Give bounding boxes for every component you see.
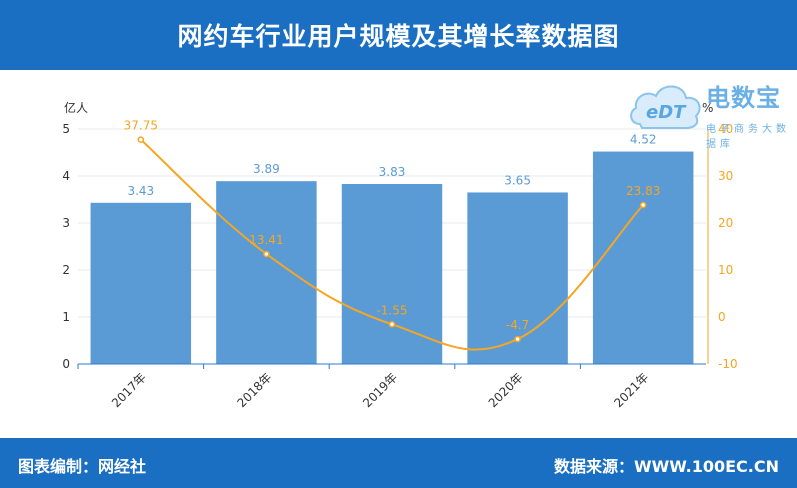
line-value-label: 13.41 — [249, 233, 283, 247]
y-tick-label: 4 — [62, 169, 70, 183]
x-tick-label: 2020年 — [486, 370, 526, 410]
x-tick-label: 2019年 — [360, 370, 400, 410]
bar — [341, 183, 443, 364]
bar — [90, 202, 192, 364]
footer-source: 数据来源：WWW.100EC.CN — [553, 457, 779, 476]
y2-tick-label: 10 — [718, 263, 733, 277]
y2-tick-label: 30 — [718, 169, 733, 183]
logo-name: 电数宝 — [706, 84, 781, 112]
y-tick-label: 1 — [62, 310, 70, 324]
bar-value-label: 3.89 — [253, 162, 280, 176]
x-tick-label: 2021年 — [611, 370, 651, 410]
bar — [467, 192, 568, 364]
combo-chart: 0 1 2 3 4 5 -10 0 10 20 30 40 2017年 2018年 2019年 2020年 20… — [62, 100, 738, 410]
y-axis-label: 亿人 — [64, 100, 88, 115]
chart-title: 网约车行业用户规模及其增长率数据图 — [0, 0, 797, 70]
y2-tick-label: 20 — [718, 216, 733, 230]
y2-axis-label: % — [702, 101, 713, 115]
line-series — [137, 136, 647, 351]
y-tick-label: 3 — [62, 216, 70, 230]
y2-tick-label: 40 — [718, 122, 733, 136]
footer-editor: 图表编制：网经社 — [18, 457, 147, 476]
cloud-logo-icon: eDT — [630, 85, 701, 129]
y2-tick-label: -10 — [718, 357, 738, 371]
line-point — [263, 250, 270, 258]
bar — [592, 151, 694, 364]
x-tick-label: 2018年 — [235, 370, 275, 410]
x-tick-label: 2017年 — [109, 370, 149, 410]
bar-series — [90, 151, 694, 364]
y2-tick-label: 0 — [718, 310, 726, 324]
bar-value-label: 3.65 — [504, 173, 531, 187]
logo-tagline: 电子商务大数据库 — [706, 124, 790, 150]
data-labels: 3.43 3.89 3.83 3.65 4.52 37.75 13.41 -1.55 -4.7 2… — [124, 119, 661, 333]
bar-value-label: 3.83 — [379, 165, 406, 179]
logo-mark-text: eDT — [646, 102, 687, 123]
line-point — [388, 321, 396, 328]
y-tick-label: 0 — [62, 357, 70, 371]
line-point — [514, 335, 521, 343]
bar-value-label: 4.52 — [630, 133, 657, 147]
line-value-label: -1.55 — [376, 303, 407, 317]
line-value-label: 23.83 — [626, 184, 660, 198]
line-point — [639, 201, 647, 209]
line-value-label: -4.7 — [506, 318, 529, 332]
y-tick-label: 5 — [62, 122, 70, 136]
footer: 图表编制：网经社 数据来源：WWW.100EC.CN — [0, 438, 797, 488]
line-value-label: 37.75 — [124, 119, 158, 133]
logo: eDT 电数宝 电子商务大数据库 — [628, 72, 794, 150]
bar-value-label: 3.43 — [127, 184, 154, 198]
line-point — [137, 136, 145, 143]
y-tick-label: 2 — [62, 263, 70, 277]
bar — [216, 181, 317, 364]
